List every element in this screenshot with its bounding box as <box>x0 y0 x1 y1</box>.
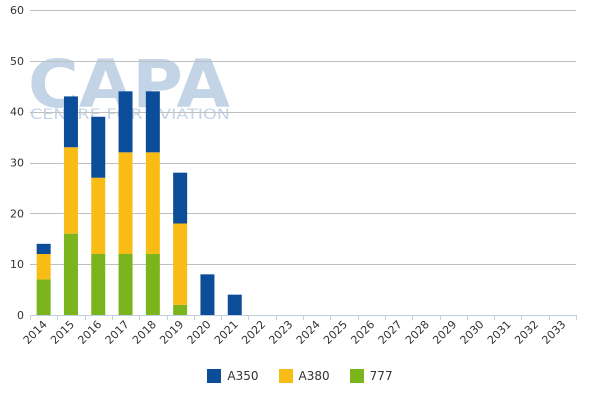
bar-777-2017 <box>118 254 133 315</box>
legend-swatch <box>207 369 222 383</box>
x-tick-label: 2018 <box>130 318 159 347</box>
bar-a380-2015 <box>63 147 78 234</box>
bar-a380-2018 <box>145 152 160 254</box>
y-axis-tick-labels: 0 10 20 30 40 50 60 <box>10 4 24 322</box>
bar-777-2014 <box>36 279 51 315</box>
y-tick-label: 20 <box>10 207 24 220</box>
x-axis-tick-labels: 2014201520162017201820192020202120222023… <box>21 318 569 347</box>
legend-label: 777 <box>369 369 393 383</box>
bar-777-2015 <box>63 233 78 315</box>
x-tick-label: 2020 <box>185 318 214 347</box>
grid-lines <box>30 10 576 265</box>
x-tick-label: 2033 <box>539 318 568 347</box>
bar-777-2016 <box>91 254 106 315</box>
bar-a380-2016 <box>91 177 106 254</box>
bar-a350-2020 <box>200 274 215 315</box>
y-tick-label: 0 <box>17 309 24 322</box>
x-tick-label: 2016 <box>75 318 104 347</box>
x-tick-label: 2024 <box>294 318 323 347</box>
x-tick-label: 2015 <box>48 318 77 347</box>
bar-a350-2017 <box>118 91 133 153</box>
legend-item-a380[interactable]: A380 <box>278 369 330 383</box>
x-tick-label: 2030 <box>458 318 487 347</box>
x-tick-label: 2026 <box>348 318 377 347</box>
legend: A350 A380 777 <box>0 366 600 386</box>
bar-a350-2021 <box>227 294 242 315</box>
x-tick-label: 2025 <box>321 318 350 347</box>
x-tick-label: 2022 <box>239 318 268 347</box>
legend-item-777[interactable]: 777 <box>349 369 393 383</box>
bar-a380-2019 <box>173 223 188 305</box>
x-tick-label: 2014 <box>21 318 50 347</box>
x-tick-label: 2017 <box>103 318 132 347</box>
x-tick-label: 2032 <box>512 318 541 347</box>
bar-a350-2019 <box>173 172 188 224</box>
y-tick-label: 30 <box>10 157 24 170</box>
bar-series <box>36 91 242 315</box>
bar-777-2019 <box>173 304 188 315</box>
legend-item-a350[interactable]: A350 <box>207 369 259 383</box>
bar-a350-2015 <box>63 96 78 148</box>
x-tick-label: 2029 <box>430 318 459 347</box>
x-tick-label: 2019 <box>157 318 186 347</box>
y-tick-label: 50 <box>10 55 24 68</box>
legend-swatch <box>278 369 293 383</box>
legend-swatch <box>349 369 364 383</box>
x-axis <box>30 315 577 320</box>
bar-a350-2016 <box>91 116 106 178</box>
legend-label: A380 <box>298 369 330 383</box>
bar-a380-2017 <box>118 152 133 254</box>
x-tick-label: 2021 <box>212 318 241 347</box>
y-tick-label: 40 <box>10 106 24 119</box>
x-tick-label: 2027 <box>376 318 405 347</box>
y-tick-label: 10 <box>10 258 24 271</box>
bar-a350-2018 <box>145 91 160 153</box>
x-tick-label: 2028 <box>403 318 432 347</box>
bar-a350-2014 <box>36 243 51 254</box>
bar-a380-2014 <box>36 254 51 280</box>
x-tick-label: 2023 <box>266 318 295 347</box>
bar-777-2018 <box>145 254 160 315</box>
legend-label: A350 <box>227 369 259 383</box>
x-tick-label: 2031 <box>485 318 514 347</box>
y-tick-label: 60 <box>10 4 24 17</box>
